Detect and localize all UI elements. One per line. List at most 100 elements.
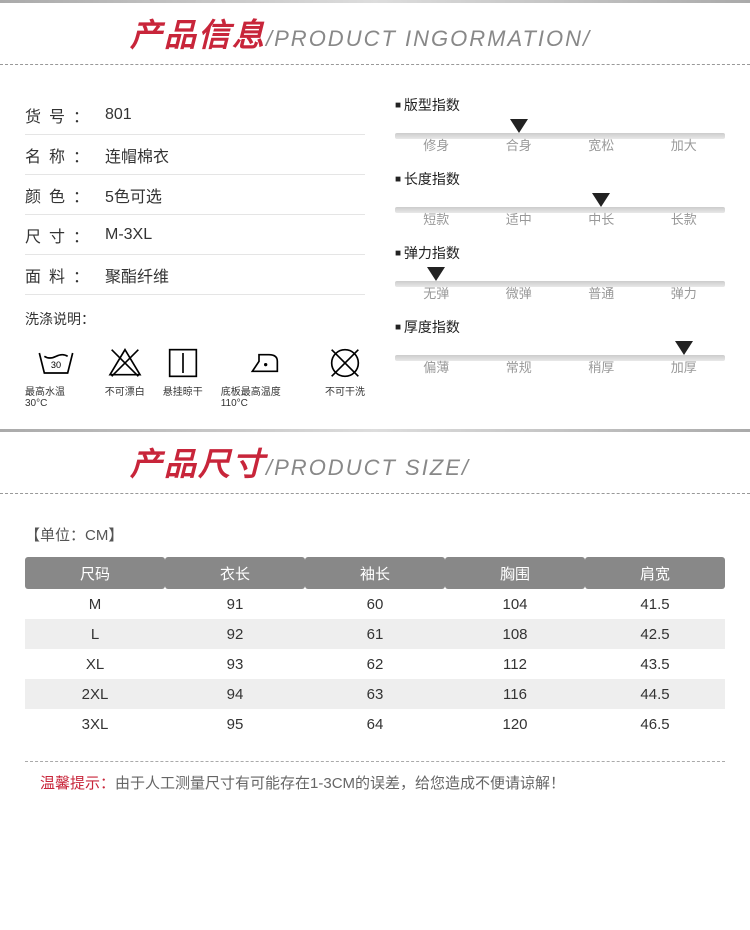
indicator-track: 偏薄 常规 稍厚 加厚 (395, 343, 725, 375)
header-en: /PRODUCT INGORMATION/ (266, 26, 591, 51)
spec-panel: 货号801名称连帽棉衣颜色5色可选尺寸M-3XL面料聚酯纤维 洗涤说明： 30 … (25, 95, 365, 409)
wash-icon-dryclean: 不可干洗 (325, 343, 365, 409)
indicator-labels: 偏薄 常规 稍厚 加厚 (395, 357, 725, 376)
table-cell: 43.5 (585, 649, 725, 679)
indicator-labels: 修身 合身 宽松 加大 (395, 135, 725, 154)
table-cell: 104 (445, 589, 585, 619)
info-body: 货号801名称连帽棉衣颜色5色可选尺寸M-3XL面料聚酯纤维 洗涤说明： 30 … (0, 65, 750, 429)
size-col-header: 衣长 (165, 557, 305, 589)
spec-label: 颜色 (25, 183, 105, 207)
table-row: M916010441.5 (25, 589, 725, 619)
size-section: 【单位：CM】 尺码衣长袖长胸围肩宽 M916010441.5L92611084… (0, 494, 750, 813)
svg-text:30: 30 (51, 360, 61, 370)
tip-label: 温馨提示： (40, 775, 115, 792)
indicator-option: 无弹 (423, 283, 449, 302)
table-cell: 42.5 (585, 619, 725, 649)
wash-icons: 30 最高水温30°C 不可漂白 悬挂晾干 底板最高温度110°C 不可干洗 (25, 343, 365, 409)
table-row: XL936211243.5 (25, 649, 725, 679)
indicator-option: 微弹 (506, 283, 532, 302)
header-zh: 产品尺寸 (130, 446, 266, 482)
spec-row: 货号801 (25, 95, 365, 135)
size-col-header: 尺码 (25, 557, 165, 589)
spec-row: 颜色5色可选 (25, 175, 365, 215)
unit-label: 【单位：CM】 (25, 524, 725, 545)
spec-row: 面料聚酯纤维 (25, 255, 365, 295)
size-col-header: 袖长 (305, 557, 445, 589)
table-cell: 2XL (25, 679, 165, 709)
divider (25, 761, 725, 762)
table-cell: 94 (165, 679, 305, 709)
indicator-marker (427, 267, 445, 281)
wash-icon-temp: 30 最高水温30°C (25, 343, 87, 409)
table-row: 3XL956412046.5 (25, 709, 725, 739)
spec-row: 尺寸M-3XL (25, 215, 365, 255)
table-cell: XL (25, 649, 165, 679)
indicator-option: 短款 (423, 209, 449, 228)
section-header-size: 产品尺寸/PRODUCT SIZE/ (0, 429, 750, 494)
table-cell: 92 (165, 619, 305, 649)
table-cell: 3XL (25, 709, 165, 739)
table-cell: 44.5 (585, 679, 725, 709)
spec-row: 名称连帽棉衣 (25, 135, 365, 175)
tip-content: 由于人工测量尺寸有可能存在1-3CM的误差，给您造成不便请谅解！ (115, 775, 565, 792)
header-en: /PRODUCT SIZE/ (266, 455, 470, 480)
section-header-info: 产品信息/PRODUCT INGORMATION/ (0, 0, 750, 65)
size-col-header: 胸围 (445, 557, 585, 589)
spec-value: 聚酯纤维 (105, 263, 169, 287)
indicator-track: 短款适中中长长款 (395, 195, 725, 227)
table-cell: 63 (305, 679, 445, 709)
size-col-header: 肩宽 (585, 557, 725, 589)
table-cell: L (25, 619, 165, 649)
indicator-option: 弹力 (671, 283, 697, 302)
table-cell: M (25, 589, 165, 619)
table-cell: 62 (305, 649, 445, 679)
table-cell: 95 (165, 709, 305, 739)
spec-label: 名称 (25, 143, 105, 167)
indicator: 长度指数短款适中中长长款 (395, 169, 725, 227)
indicator-option: 加厚 (671, 357, 697, 376)
wash-icon-bleach: 不可漂白 (105, 343, 145, 409)
table-cell: 41.5 (585, 589, 725, 619)
indicator-option: 中长 (588, 209, 614, 228)
table-cell: 116 (445, 679, 585, 709)
table-row: L926110842.5 (25, 619, 725, 649)
tip-text: 温馨提示：由于人工测量尺寸有可能存在1-3CM的误差，给您造成不便请谅解！ (25, 772, 725, 793)
indicator: 厚度指数偏薄 常规 稍厚 加厚 (395, 317, 725, 375)
indicator-option: 常规 (506, 357, 532, 376)
table-cell: 108 (445, 619, 585, 649)
wash-icon-dry: 悬挂晾干 (163, 343, 203, 409)
indicator-marker (510, 119, 528, 133)
spec-label: 面料 (25, 263, 105, 287)
indicator-marker (675, 341, 693, 355)
indicator-option: 宽松 (588, 135, 614, 154)
wash-icon-iron: 底板最高温度110°C (221, 343, 307, 409)
spec-value: 5色可选 (105, 183, 162, 207)
indicator-option: 长款 (671, 209, 697, 228)
indicator-panel: 版型指数修身合身宽松加大长度指数短款适中中长长款弹力指数无弹微弹普通弹力厚度指数… (395, 95, 725, 409)
spec-label: 尺寸 (25, 223, 105, 247)
indicator-option: 修身 (423, 135, 449, 154)
indicator-track: 修身 合身 宽松 加大 (395, 121, 725, 153)
spec-value: 连帽棉衣 (105, 143, 169, 167)
table-cell: 46.5 (585, 709, 725, 739)
spec-value: 801 (105, 106, 132, 124)
indicator-marker (592, 193, 610, 207)
indicator-option: 合身 (506, 135, 532, 154)
indicator-labels: 短款适中中长长款 (395, 209, 725, 228)
indicator-option: 加大 (671, 135, 697, 154)
indicator-track: 无弹 微弹 普通 弹力 (395, 269, 725, 301)
indicator-title: 弹力指数 (395, 243, 725, 263)
indicator-labels: 无弹 微弹 普通 弹力 (395, 283, 725, 302)
table-cell: 91 (165, 589, 305, 619)
indicator-option: 稍厚 (588, 357, 614, 376)
table-cell: 93 (165, 649, 305, 679)
table-cell: 60 (305, 589, 445, 619)
indicator-option: 普通 (588, 283, 614, 302)
indicator-title: 长度指数 (395, 169, 725, 189)
indicator-title: 厚度指数 (395, 317, 725, 337)
indicator: 弹力指数无弹 微弹 普通 弹力 (395, 243, 725, 301)
indicator-option: 偏薄 (423, 357, 449, 376)
table-cell: 61 (305, 619, 445, 649)
wash-label: 洗涤说明： (25, 309, 365, 337)
indicator-title: 版型指数 (395, 95, 725, 115)
